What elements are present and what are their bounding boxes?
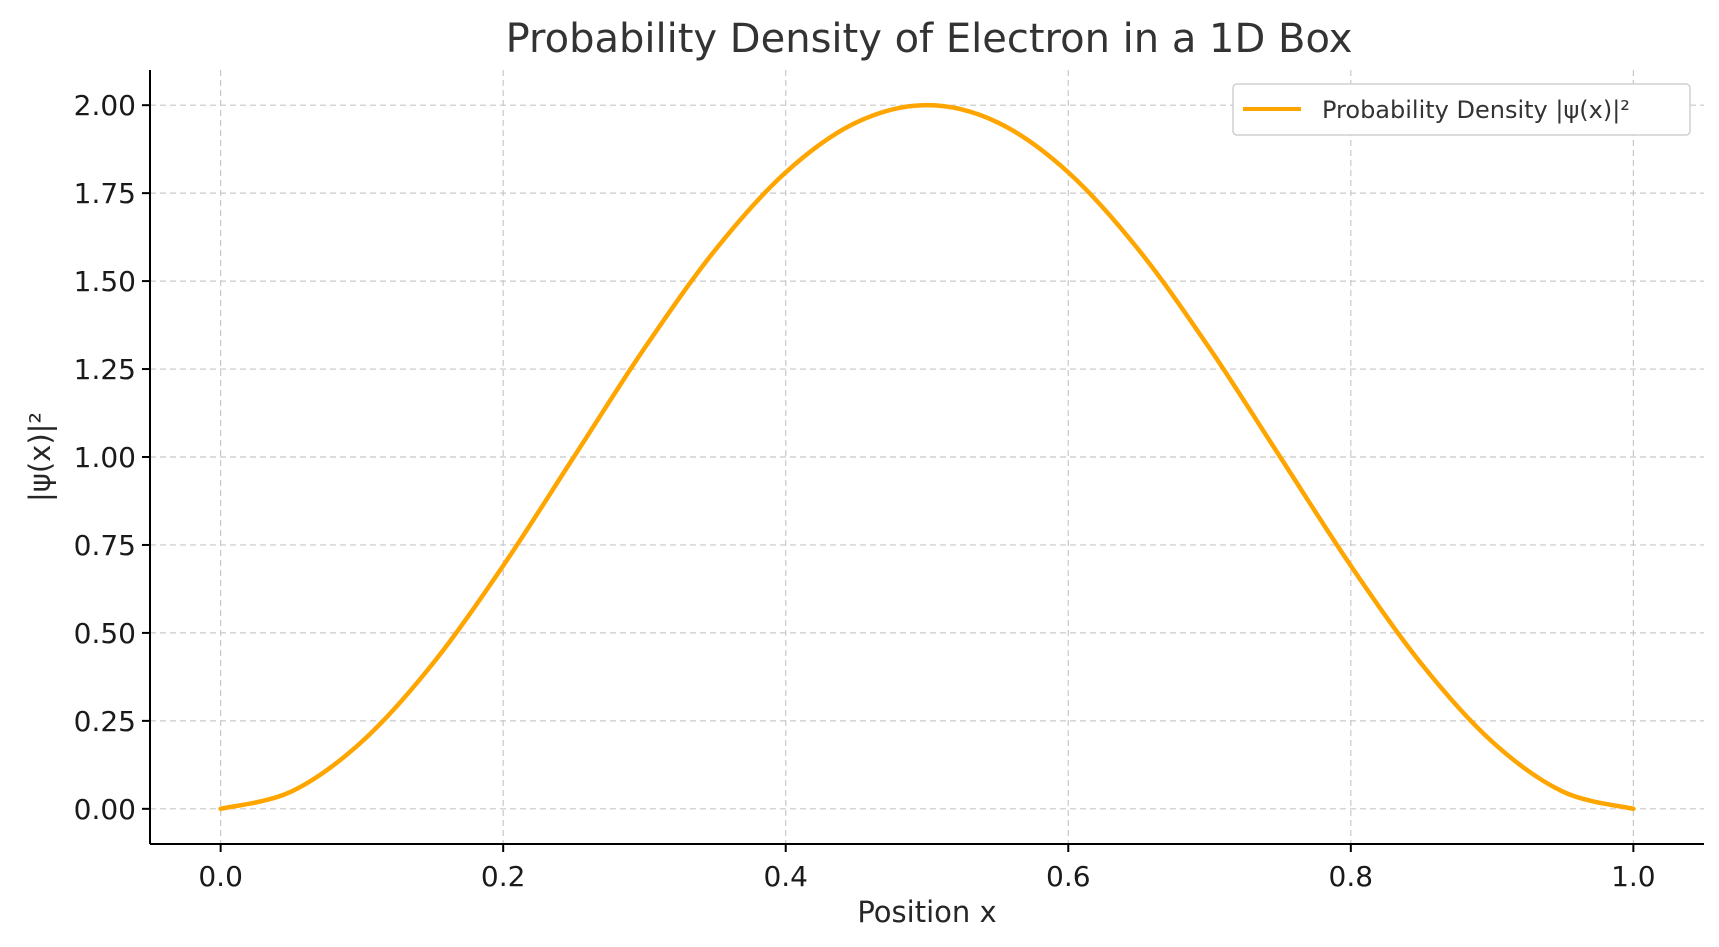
y-tick-label: 1.25 [74, 353, 136, 386]
x-tick-label: 0.8 [1329, 860, 1374, 893]
y-tick-label: 1.50 [74, 265, 136, 298]
grid [150, 70, 1704, 844]
series [218, 102, 1636, 812]
y-tick-label: 2.00 [74, 89, 136, 122]
chart-title: Probability Density of Electron in a 1D … [506, 16, 1353, 62]
y-axis-label: |ψ(x)|² [23, 412, 57, 502]
ticks: 0.0 0.2 0.4 0.6 0.8 1.0 0.00 0.25 0.50 0.75 1.00 1.… [74, 89, 1656, 893]
legend-entry: Probability Density |ψ(x)|² [1322, 96, 1630, 124]
y-tick-label: 0.75 [74, 529, 136, 562]
y-tick-label: 0.00 [74, 793, 136, 826]
legend-box [1232, 83, 1691, 136]
y-tick-label: 0.50 [74, 617, 136, 650]
x-tick-label: 0.6 [1046, 860, 1091, 893]
x-tick-label: 0.4 [763, 860, 808, 893]
x-tick-label: 1.0 [1611, 860, 1656, 893]
y-tick-label: 1.00 [74, 441, 136, 474]
x-tick-label: 0.2 [481, 860, 526, 893]
x-axis-label: Position x [857, 895, 996, 929]
legend: Probability Density |ψ(x)|² [1232, 83, 1691, 136]
y-tick-label: 0.25 [74, 705, 136, 738]
x-tick-label: 0.0 [198, 860, 243, 893]
y-tick-label: 1.75 [74, 177, 136, 210]
